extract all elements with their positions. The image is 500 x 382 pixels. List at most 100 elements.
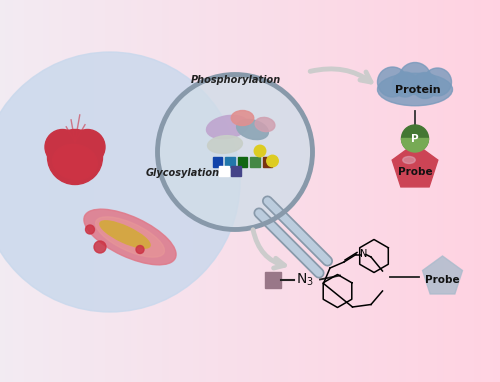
Bar xyxy=(419,0,425,382)
Bar xyxy=(319,0,325,382)
Bar xyxy=(475,0,481,382)
Text: Glycosylation: Glycosylation xyxy=(146,168,220,178)
Bar xyxy=(181,0,188,382)
Bar xyxy=(288,0,294,382)
Bar xyxy=(213,157,222,167)
Bar xyxy=(25,0,31,382)
Bar xyxy=(44,0,50,382)
Bar xyxy=(406,0,412,382)
Bar xyxy=(238,0,244,382)
Bar xyxy=(144,0,150,382)
Bar xyxy=(450,0,456,382)
Bar xyxy=(38,0,44,382)
Circle shape xyxy=(48,129,102,185)
Text: Phosphorylation: Phosphorylation xyxy=(191,74,281,84)
Text: N: N xyxy=(360,249,367,259)
Bar xyxy=(264,272,280,288)
Ellipse shape xyxy=(52,144,98,180)
Bar xyxy=(100,0,106,382)
Bar xyxy=(125,0,131,382)
Ellipse shape xyxy=(236,120,268,139)
Bar xyxy=(269,0,275,382)
Bar xyxy=(331,0,338,382)
Text: Probe: Probe xyxy=(425,275,460,285)
Bar xyxy=(150,0,156,382)
Bar xyxy=(462,0,469,382)
Bar xyxy=(231,0,237,382)
Bar xyxy=(300,0,306,382)
Bar xyxy=(325,0,331,382)
Bar xyxy=(188,0,194,382)
Circle shape xyxy=(412,73,438,99)
Ellipse shape xyxy=(403,157,415,163)
Bar xyxy=(281,0,287,382)
Bar xyxy=(31,0,38,382)
Ellipse shape xyxy=(378,73,452,106)
Text: Protein: Protein xyxy=(394,84,440,94)
Bar xyxy=(119,0,125,382)
Bar xyxy=(412,0,419,382)
Bar xyxy=(350,0,356,382)
Circle shape xyxy=(70,129,105,165)
Circle shape xyxy=(402,125,428,152)
Bar xyxy=(362,0,369,382)
Bar xyxy=(225,157,235,167)
Bar xyxy=(94,0,100,382)
Bar xyxy=(175,0,181,382)
Bar xyxy=(338,0,344,382)
Bar xyxy=(250,0,256,382)
Bar xyxy=(375,0,382,382)
Bar xyxy=(75,0,81,382)
Bar xyxy=(456,0,462,382)
Bar xyxy=(382,0,388,382)
Bar xyxy=(263,157,272,167)
Circle shape xyxy=(158,74,312,230)
Wedge shape xyxy=(402,139,428,152)
Bar xyxy=(169,0,175,382)
Bar xyxy=(81,0,87,382)
Circle shape xyxy=(45,129,80,165)
Circle shape xyxy=(399,63,431,94)
Ellipse shape xyxy=(206,115,248,139)
Bar xyxy=(138,0,144,382)
Bar xyxy=(344,0,350,382)
Bar xyxy=(388,0,394,382)
Bar xyxy=(56,0,62,382)
Bar xyxy=(0,0,6,382)
Bar xyxy=(19,0,25,382)
Circle shape xyxy=(267,155,278,167)
Ellipse shape xyxy=(231,110,254,126)
Bar xyxy=(294,0,300,382)
Bar xyxy=(250,157,260,167)
Bar xyxy=(231,166,241,176)
Circle shape xyxy=(0,52,240,312)
Circle shape xyxy=(136,246,144,254)
Bar xyxy=(425,0,431,382)
Bar xyxy=(62,0,69,382)
Bar xyxy=(6,0,12,382)
Circle shape xyxy=(254,145,266,157)
Circle shape xyxy=(424,68,452,96)
Bar xyxy=(219,0,225,382)
Bar xyxy=(88,0,94,382)
Bar xyxy=(244,0,250,382)
Bar xyxy=(394,0,400,382)
Bar xyxy=(131,0,138,382)
Bar xyxy=(256,0,262,382)
Bar xyxy=(112,0,119,382)
Bar xyxy=(494,0,500,382)
Bar xyxy=(206,0,212,382)
Text: P: P xyxy=(411,133,419,144)
Polygon shape xyxy=(422,256,463,294)
Ellipse shape xyxy=(84,209,176,265)
Bar xyxy=(12,0,19,382)
Polygon shape xyxy=(392,144,438,187)
Text: $\mathdefault{N_3}$: $\mathdefault{N_3}$ xyxy=(296,271,314,288)
Bar xyxy=(156,0,162,382)
Bar xyxy=(481,0,488,382)
Ellipse shape xyxy=(208,136,242,153)
Bar xyxy=(400,0,406,382)
Circle shape xyxy=(94,241,106,253)
Bar xyxy=(488,0,494,382)
Bar xyxy=(225,0,231,382)
